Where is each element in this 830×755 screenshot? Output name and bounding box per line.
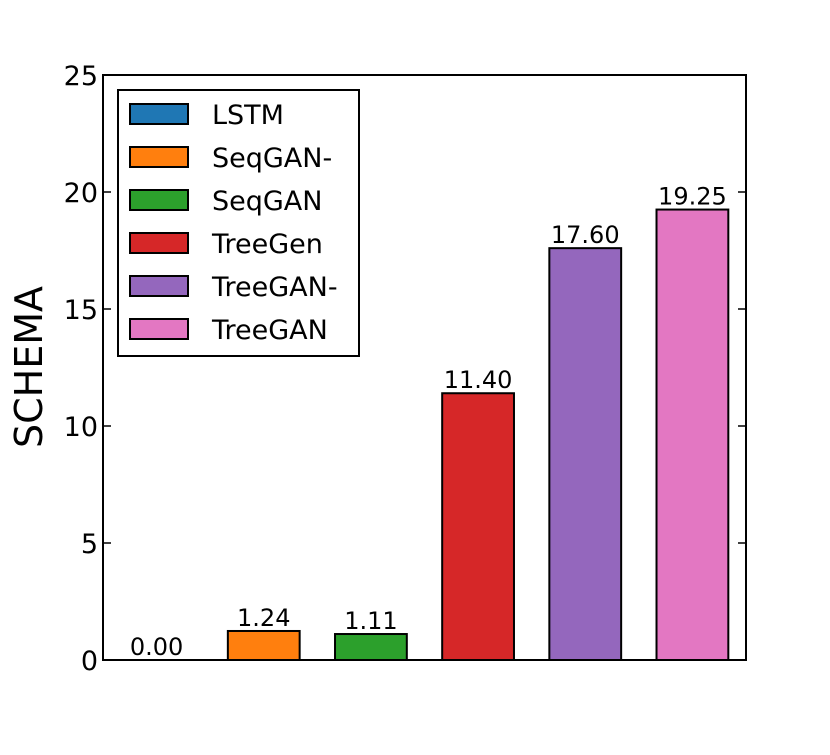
ticks-layer: 0 5 10 15 20 25 [64,61,746,677]
y-axis-label: SCHEMA [7,286,51,448]
legend-swatch [129,103,189,125]
bar-seqgan-minus [226,629,301,662]
data-label: 1.11 [344,607,397,635]
legend-swatch [129,189,189,211]
legend-swatch [129,232,189,254]
legend-label: SeqGAN [212,186,322,217]
y-tick-label: 10 [64,412,98,443]
y-tick-label: 5 [81,529,98,560]
y-tick-label: 20 [64,178,98,209]
y-tick-label: 0 [81,646,98,677]
bars-layer [226,208,730,662]
data-label: 0.00 [130,633,183,661]
legend-label: TreeGAN [211,315,328,346]
data-labels-layer: 0.00 1.24 1.11 11.40 17.60 19.25 [130,183,727,661]
legend-swatch [129,318,189,340]
legend: LSTM SeqGAN- SeqGAN TreeGen TreeGAN- TreeGAN [117,89,360,357]
y-tick-label: 15 [64,295,98,326]
legend-swatch [129,275,189,297]
data-label: 1.24 [237,604,290,632]
legend-label: SeqGAN- [212,143,332,174]
data-label: 17.60 [551,221,620,249]
legend-label: TreeGAN- [211,272,338,303]
y-tick-label: 25 [64,61,98,92]
bar-treegan-minus [548,247,623,661]
bar-treegen [441,392,515,661]
data-label: 19.25 [658,183,727,211]
legend-swatch [129,146,189,168]
bar-treegan [655,208,730,662]
data-label: 11.40 [444,366,513,394]
bar-seqgan [334,633,408,662]
legend-label: LSTM [212,100,284,131]
plot-frame [102,74,747,661]
legend-frame [117,89,360,357]
legend-label: TreeGen [211,229,323,260]
